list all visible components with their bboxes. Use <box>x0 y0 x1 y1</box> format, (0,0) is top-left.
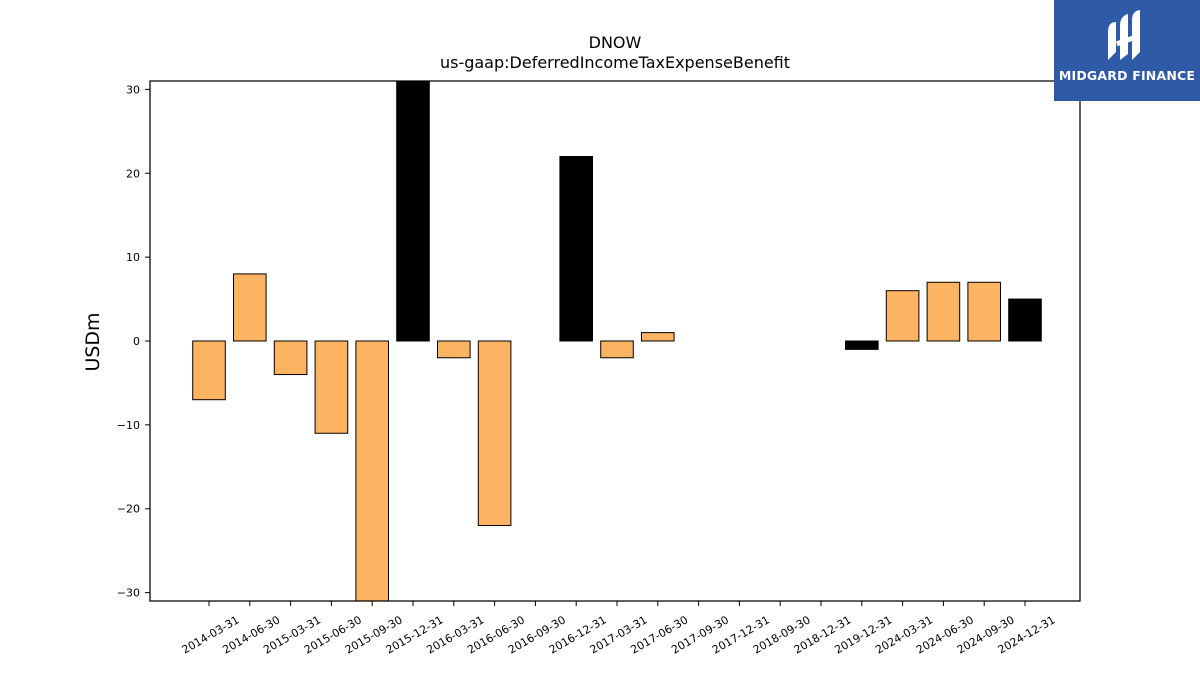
y-tick-label: −10 <box>117 419 140 432</box>
bar-2024-03-31 <box>885 290 920 342</box>
bar-2017-06-30 <box>641 332 675 342</box>
y-tick-label: 30 <box>126 83 140 96</box>
bar-2024-12-31 <box>1008 298 1042 342</box>
bar-2015-06-30 <box>314 340 349 434</box>
bar-2024-09-30 <box>967 281 1002 342</box>
y-tick-label: −20 <box>117 503 140 516</box>
bars-group <box>192 80 1042 602</box>
bar-2019-12-31 <box>845 340 879 350</box>
plot-frame <box>149 80 1081 602</box>
bar-2014-03-31 <box>192 340 226 401</box>
bar-2015-09-30 <box>355 340 389 602</box>
bar-2016-06-30 <box>477 340 512 527</box>
midgard-logo-icon <box>1108 10 1140 60</box>
bar-2014-06-30 <box>233 273 267 342</box>
chart-subtitle: us-gaap:DeferredIncomeTaxExpenseBenefit <box>440 53 790 72</box>
y-tick-label: 20 <box>126 167 140 180</box>
bar-2017-03-31 <box>600 340 634 359</box>
logo-badge: MIDGARD FINANCE <box>1054 0 1200 101</box>
logo-text: MIDGARD FINANCE <box>1058 68 1196 83</box>
y-ticks-group: 30 20 10 0 −10 −20 −30 <box>117 83 150 600</box>
chart-title: DNOW <box>589 33 642 52</box>
x-ticks-group: 2014-03-312014-06-302015-03-312015-06-30… <box>180 601 1058 657</box>
bar-2016-12-31 <box>559 155 594 342</box>
y-axis-label: USDm <box>82 312 104 371</box>
bar-2016-03-31 <box>437 340 471 359</box>
bar-2024-06-30 <box>926 281 961 342</box>
y-tick-label: 0 <box>133 335 140 348</box>
y-tick-label: 10 <box>126 251 140 264</box>
y-tick-label: −30 <box>117 587 140 600</box>
bar-2015-03-31 <box>273 340 308 376</box>
bar-2015-12-31 <box>396 80 430 342</box>
